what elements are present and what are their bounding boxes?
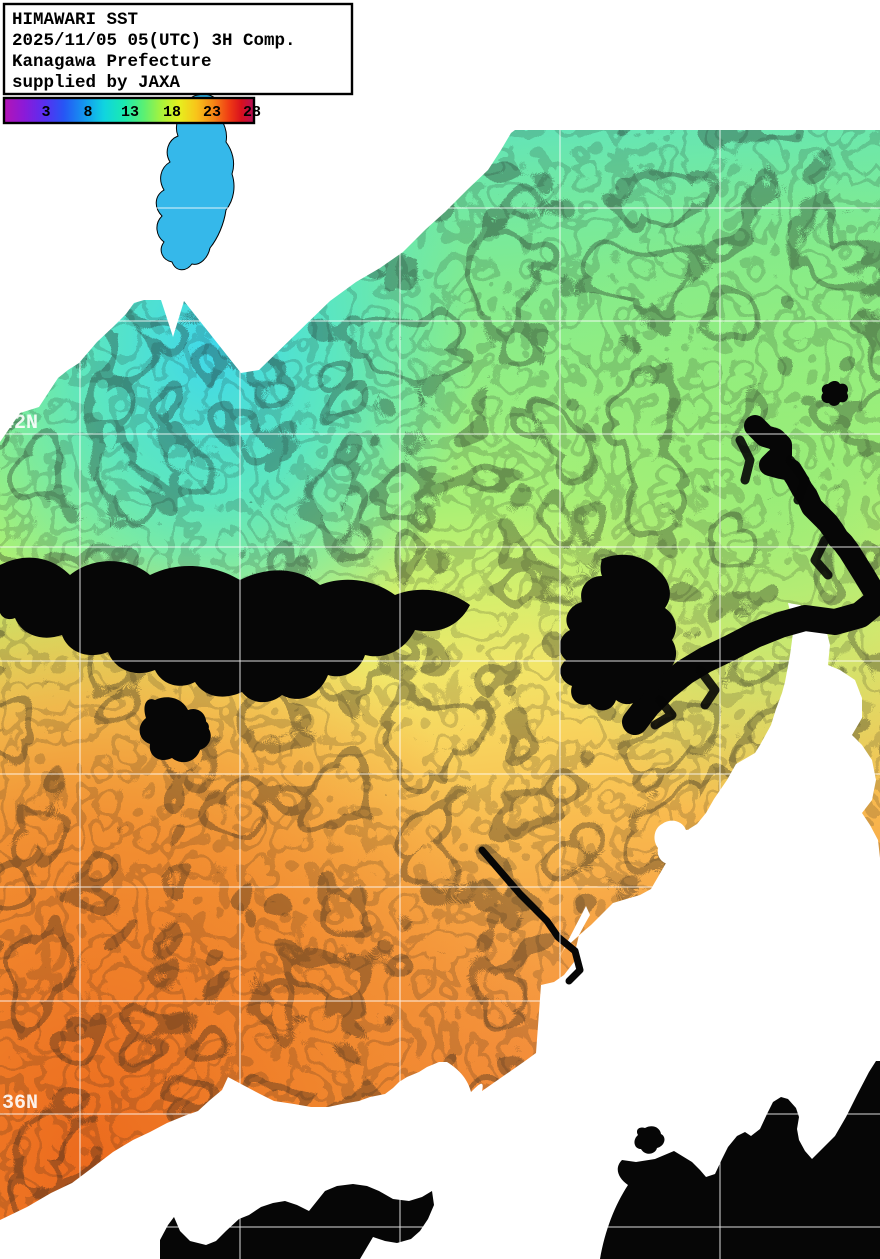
svg-text:18: 18 [163,104,181,121]
svg-text:28: 28 [243,104,261,121]
svg-text:42N: 42N [2,412,38,435]
svg-text:23: 23 [203,104,221,121]
svg-text:Kanagawa Prefecture: Kanagawa Prefecture [12,52,212,72]
svg-text:supplied by JAXA: supplied by JAXA [12,73,181,93]
svg-text:2025/11/05 05(UTC) 3H Comp.: 2025/11/05 05(UTC) 3H Comp. [12,31,296,51]
svg-text:8: 8 [83,104,92,121]
svg-text:36N: 36N [2,1092,38,1115]
svg-text:3: 3 [41,104,50,121]
svg-text:HIMAWARI SST: HIMAWARI SST [12,10,138,30]
svg-text:13: 13 [121,104,139,121]
